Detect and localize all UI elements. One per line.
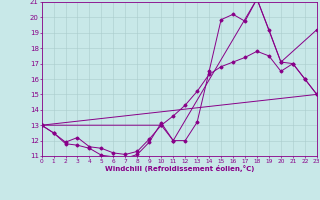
- X-axis label: Windchill (Refroidissement éolien,°C): Windchill (Refroidissement éolien,°C): [105, 165, 254, 172]
